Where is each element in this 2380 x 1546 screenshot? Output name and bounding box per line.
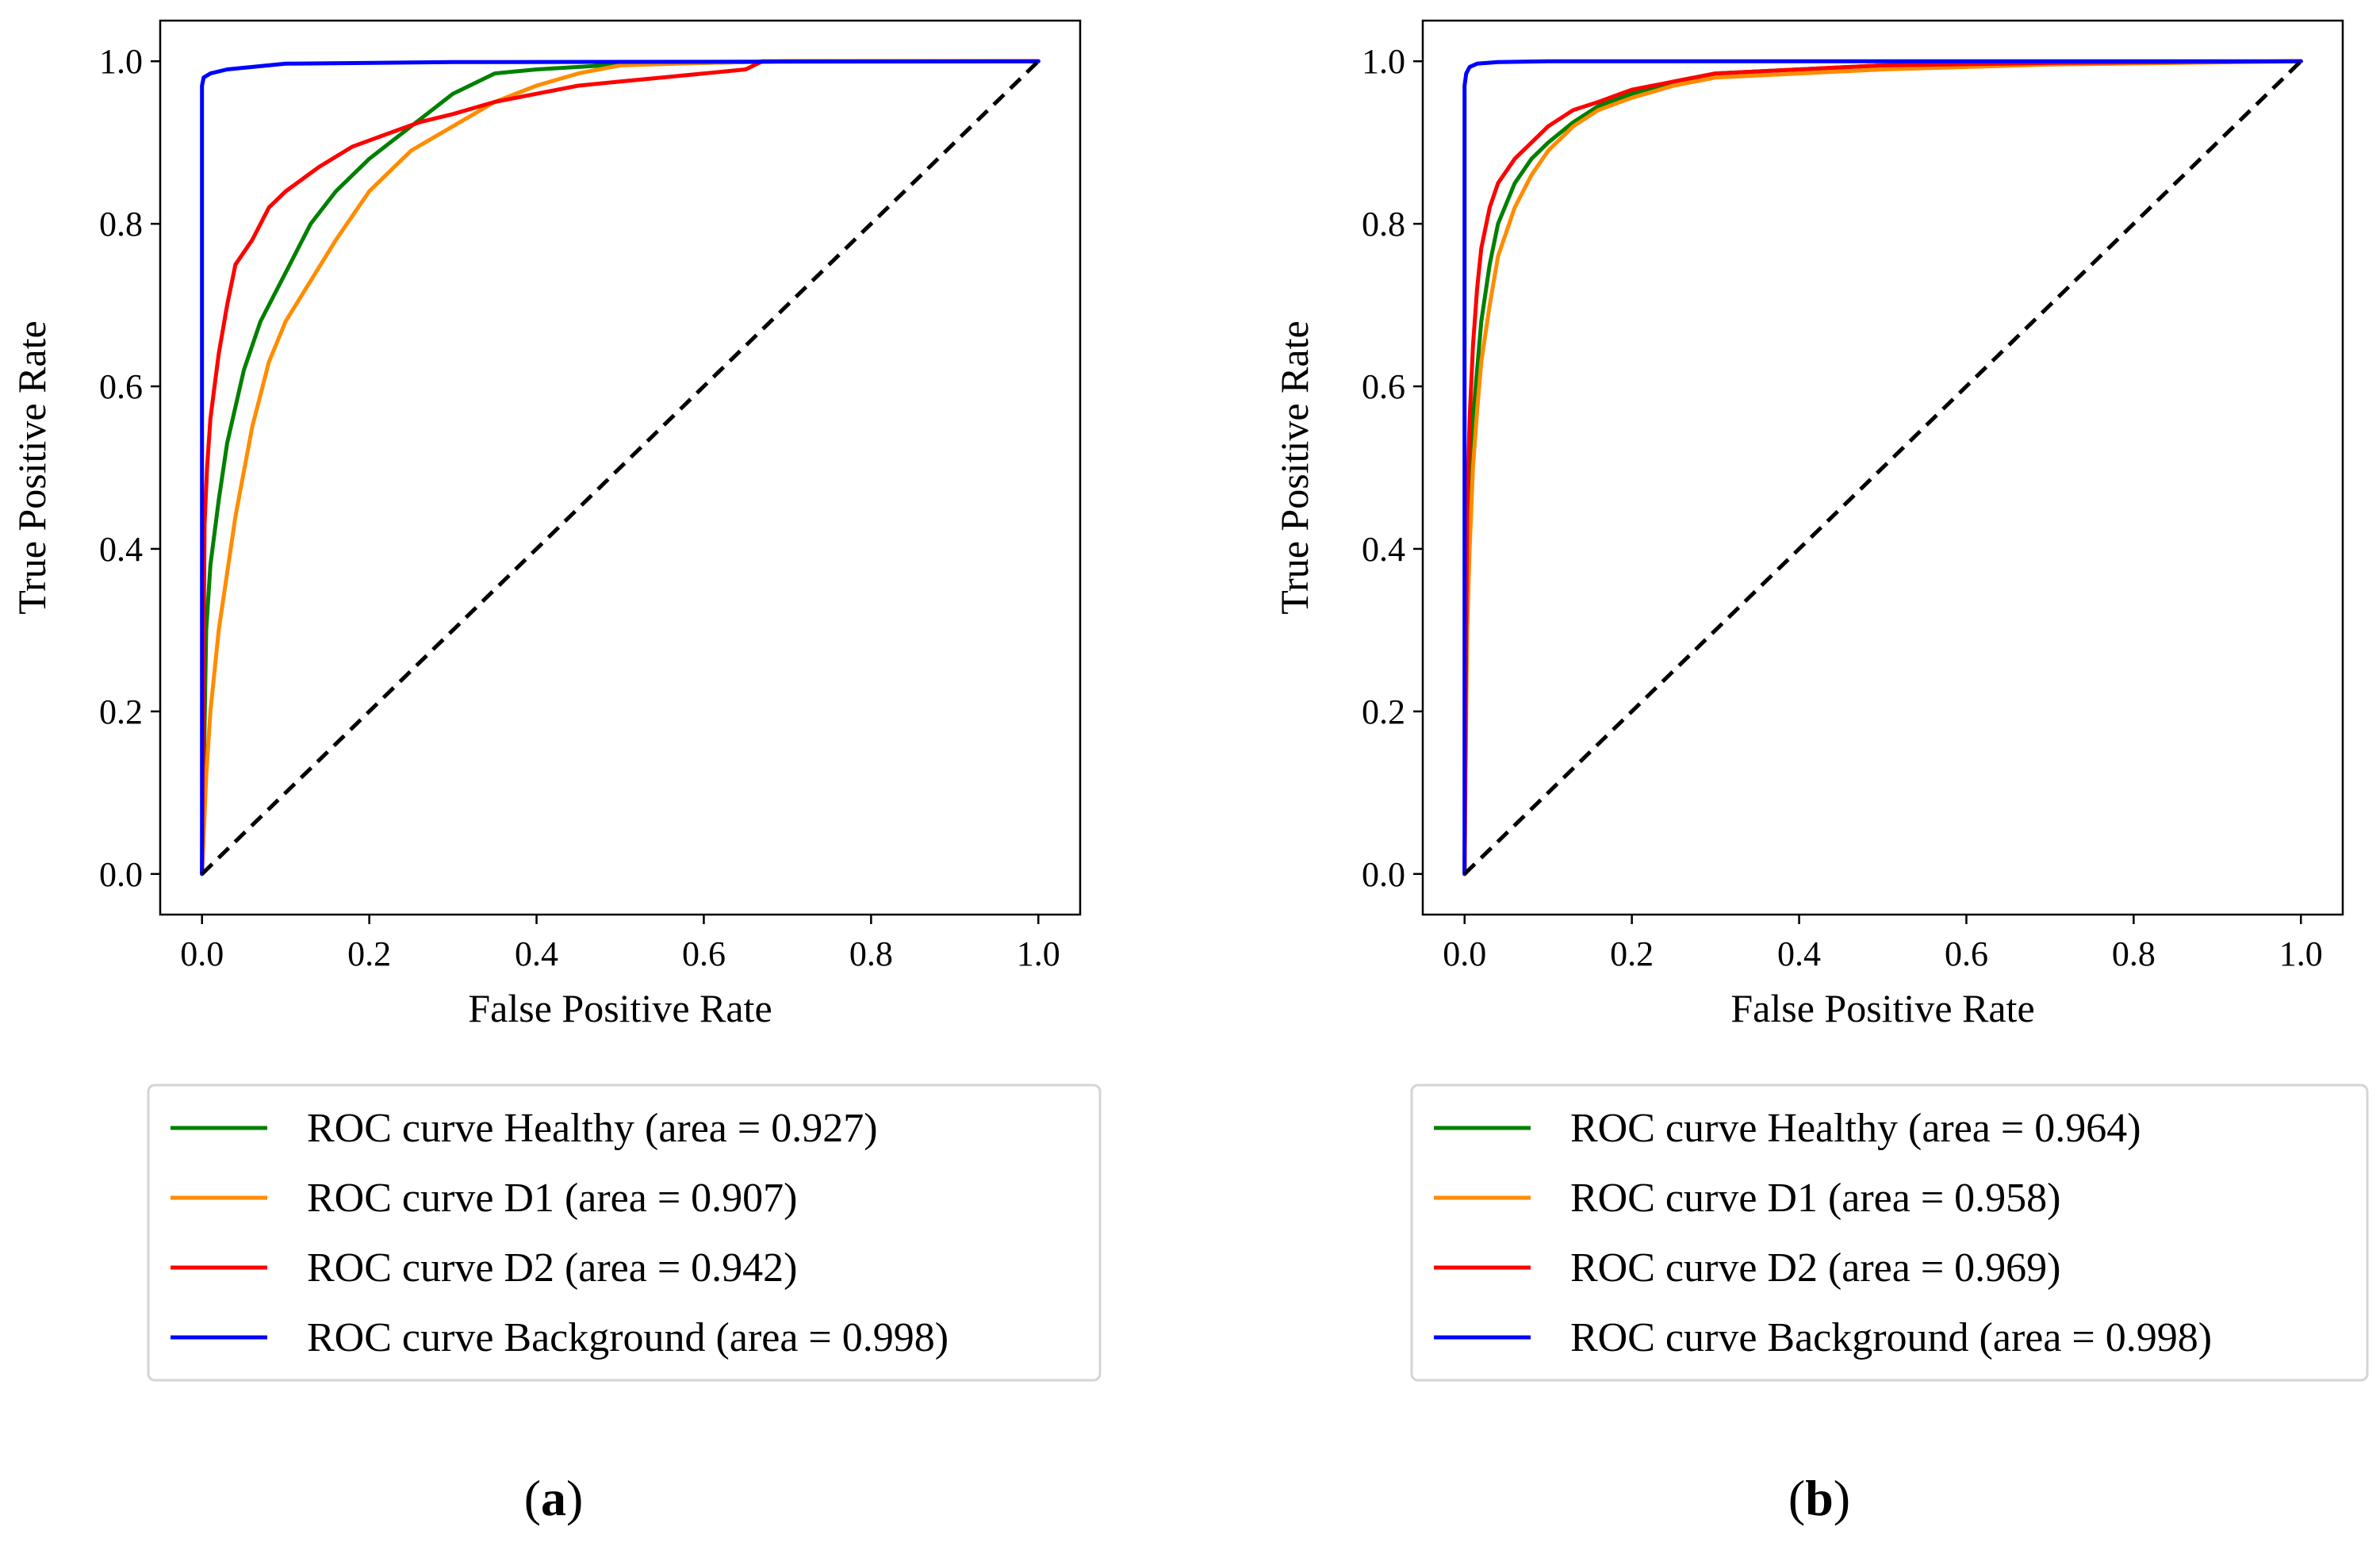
roc-line-series-1 — [1462, 59, 2303, 877]
y-tick-label: 0.0 — [1362, 855, 1405, 894]
y-tick-label: 1.0 — [99, 42, 143, 81]
panel-letter: a — [541, 1470, 566, 1526]
x-tick-label: 0.4 — [515, 934, 558, 973]
y-tick-label: 0.6 — [99, 367, 143, 406]
y-tick-label: 0.4 — [99, 530, 143, 569]
legend-entry-label: ROC curve Healthy (area = 0.964) — [1570, 1106, 2141, 1151]
x-tick-label: 0.8 — [2112, 934, 2156, 973]
x-tick-label: 0.6 — [1945, 934, 1988, 973]
y-tick-label: 0.6 — [1362, 367, 1405, 406]
x-tick-label: 0.2 — [347, 934, 391, 973]
roc-line-series-2 — [1462, 59, 2303, 877]
x-tick-label: 0.2 — [1610, 934, 1654, 973]
y-tick-label: 0.2 — [99, 692, 143, 731]
x-tick-label: 1.0 — [1017, 934, 1060, 973]
y-tick-label: 0.4 — [1362, 530, 1405, 569]
series-group — [200, 59, 1041, 877]
panel-label: (b) — [1788, 1470, 1850, 1526]
panel-a: 0.0 0.2 0.4 0.6 0.8 1.0 0.0 0.2 0.4 0.6 0.8 1.0 Fals… — [10, 19, 1102, 1526]
roc-line-series-3 — [1462, 59, 2303, 877]
plot-frame — [1421, 19, 2344, 916]
panel-b: 0.0 0.2 0.4 0.6 0.8 1.0 0.0 0.2 0.4 0.6 0.8 1.0 Fals… — [1272, 19, 2369, 1526]
x-axis-label: False Positive Rate — [468, 986, 772, 1030]
y-axis-label: True Positive Rate — [1272, 320, 1316, 614]
legend-entry-label: ROC curve D1 (area = 0.958) — [1570, 1176, 2060, 1221]
roc-line-series-3 — [200, 59, 1041, 877]
chance-diagonal-line — [200, 59, 1041, 876]
legend-entry-label: ROC curve D2 (area = 0.942) — [307, 1245, 797, 1291]
legend-entry-label: ROC curve D2 (area = 0.969) — [1570, 1245, 2060, 1291]
plot-frame — [159, 19, 1082, 916]
y-axis-label: True Positive Rate — [10, 320, 54, 614]
x-tick-label: 0.0 — [180, 934, 224, 973]
x-tick-label: 0.8 — [849, 934, 893, 973]
y-tick-label: 0.8 — [1362, 205, 1405, 244]
y-tick-label: 1.0 — [1362, 42, 1405, 81]
legend-box — [1410, 1084, 2369, 1382]
legend-box — [147, 1084, 1102, 1382]
chance-diagonal-line — [1462, 59, 2303, 876]
panel-letter: b — [1805, 1470, 1834, 1526]
x-axis-label: False Positive Rate — [1730, 986, 2034, 1030]
legend-entry-label: ROC curve Background (area = 0.998) — [307, 1315, 949, 1360]
y-tick-label: 0.8 — [99, 205, 143, 244]
x-tick-label: 0.6 — [682, 934, 726, 973]
legend: ROC curve Healthy (area = 0.927) ROC curv… — [147, 1084, 1102, 1382]
legend: ROC curve Healthy (area = 0.964) ROC curv… — [1410, 1084, 2369, 1382]
x-tick-label: 0.0 — [1443, 934, 1486, 973]
panel-label: (a) — [524, 1470, 584, 1526]
series-group — [1462, 59, 2303, 877]
legend-entry-label: ROC curve Background (area = 0.998) — [1570, 1315, 2212, 1360]
roc-line-series-2 — [200, 59, 1041, 877]
x-tick-label: 0.4 — [1777, 934, 1821, 973]
y-tick-label: 0.0 — [99, 855, 143, 894]
x-tick-label: 1.0 — [2279, 934, 2323, 973]
legend-entry-label: ROC curve Healthy (area = 0.927) — [307, 1106, 878, 1151]
y-tick-label: 0.2 — [1362, 692, 1405, 731]
legend-entry-label: ROC curve D1 (area = 0.907) — [307, 1176, 797, 1221]
roc-line-series-1 — [200, 59, 1041, 877]
